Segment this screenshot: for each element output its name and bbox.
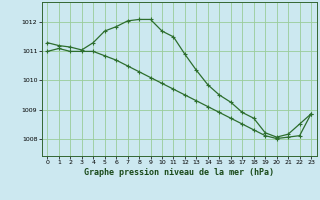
X-axis label: Graphe pression niveau de la mer (hPa): Graphe pression niveau de la mer (hPa)	[84, 168, 274, 177]
